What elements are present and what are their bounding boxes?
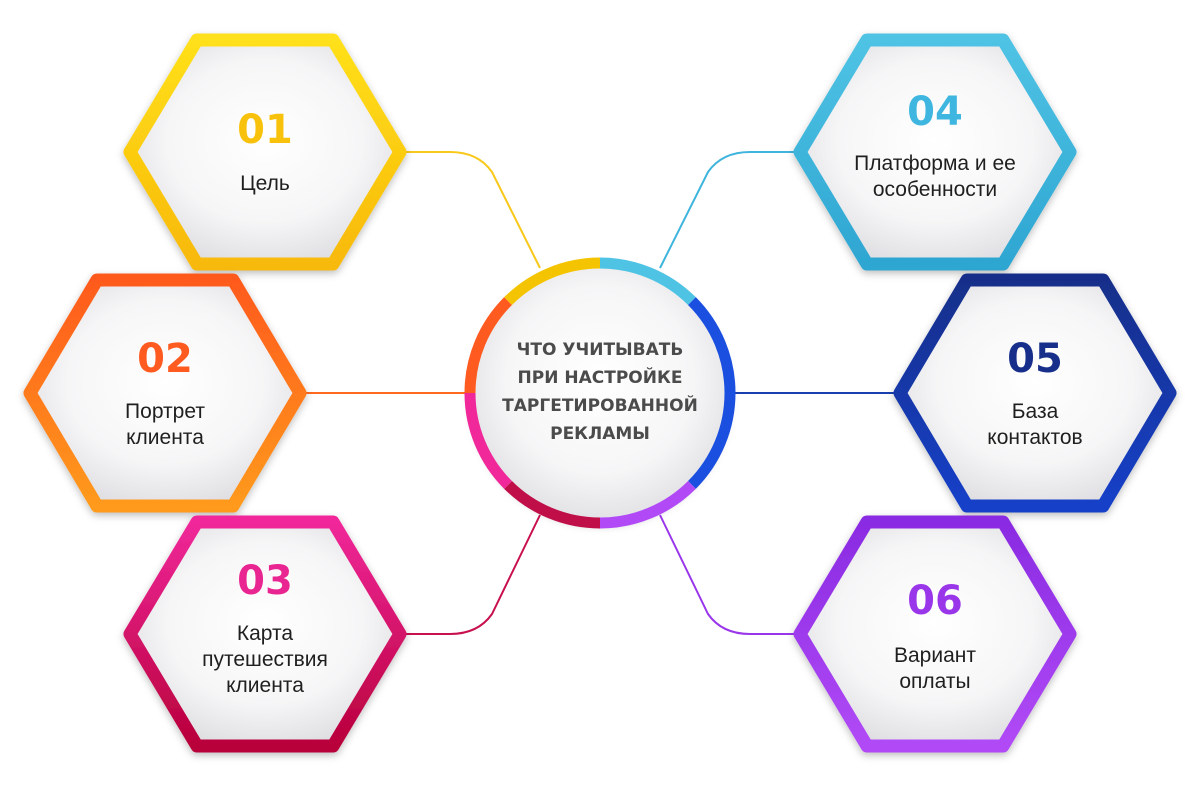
center-ring-segment [687,392,736,489]
node-number-06: 06 [907,578,963,624]
hexagon-05 [893,273,1177,513]
node-label-05-line-1: База [1012,400,1059,423]
center-title-line-2: ПРИ НАСТРОЙКЕ [518,366,683,388]
center-ring [464,257,736,529]
node-number-05: 05 [1007,336,1063,382]
center-circle [470,263,730,523]
center-ring-segment [599,480,696,529]
center-ring-segment [504,480,601,529]
connector-03 [400,514,541,635]
hexagon-04 [793,33,1077,271]
node-04: 04 Платформа и ее особенности [793,33,1077,271]
node-label-03-line-1: Карта [237,622,294,645]
node-06: 06 Вариант оплаты [793,515,1077,753]
connector-04 [659,151,800,269]
center-ring-segment [464,297,513,394]
connector-01 [400,151,541,269]
node-05: 05 База контактов [893,273,1177,513]
center-ring-segment [464,392,513,489]
hexagon-02 [23,273,307,513]
connectors [300,151,900,635]
node-label-04-line-1: Платформа и ее [854,152,1016,175]
node-label-03-line-2: путешествия [202,648,328,671]
center-title-line-3: ТАРГЕТИРОВАННОЙ [502,394,698,416]
node-label-01: Цель [240,172,290,195]
node-label-05-line-2: контактов [987,426,1082,449]
node-number-03: 03 [237,558,293,604]
node-label-03-line-3: клиента [226,674,304,697]
connector-06 [659,514,800,635]
node-label-02-line-2: клиента [126,426,204,449]
node-number-02: 02 [137,336,193,382]
center-hub: ЧТО УЧИТЫВАТЬ ПРИ НАСТРОЙКЕ ТАРГЕТИРОВАН… [464,257,736,529]
node-label-06-line-1: Вариант [894,644,976,667]
hexagon-01 [123,33,407,271]
node-label-04-line-2: особенности [873,178,997,201]
node-number-01: 01 [237,107,293,153]
center-ring-segment [599,257,696,306]
node-number-04: 04 [907,89,963,135]
node-03: 03 Карта путешествия клиента [123,515,407,753]
center-ring-segment [687,297,736,394]
hexagon-03 [123,515,407,753]
center-title-line-4: РЕКЛАМЫ [550,424,650,444]
node-01: 01 Цель [123,33,407,271]
node-02: 02 Портрет клиента [23,273,307,513]
node-label-06-line-2: оплаты [899,670,970,693]
node-label-02-line-1: Портрет [125,400,205,423]
center-title-line-1: ЧТО УЧИТЫВАТЬ [517,340,684,360]
hexagon-06 [793,515,1077,753]
center-ring-segment [504,257,601,306]
